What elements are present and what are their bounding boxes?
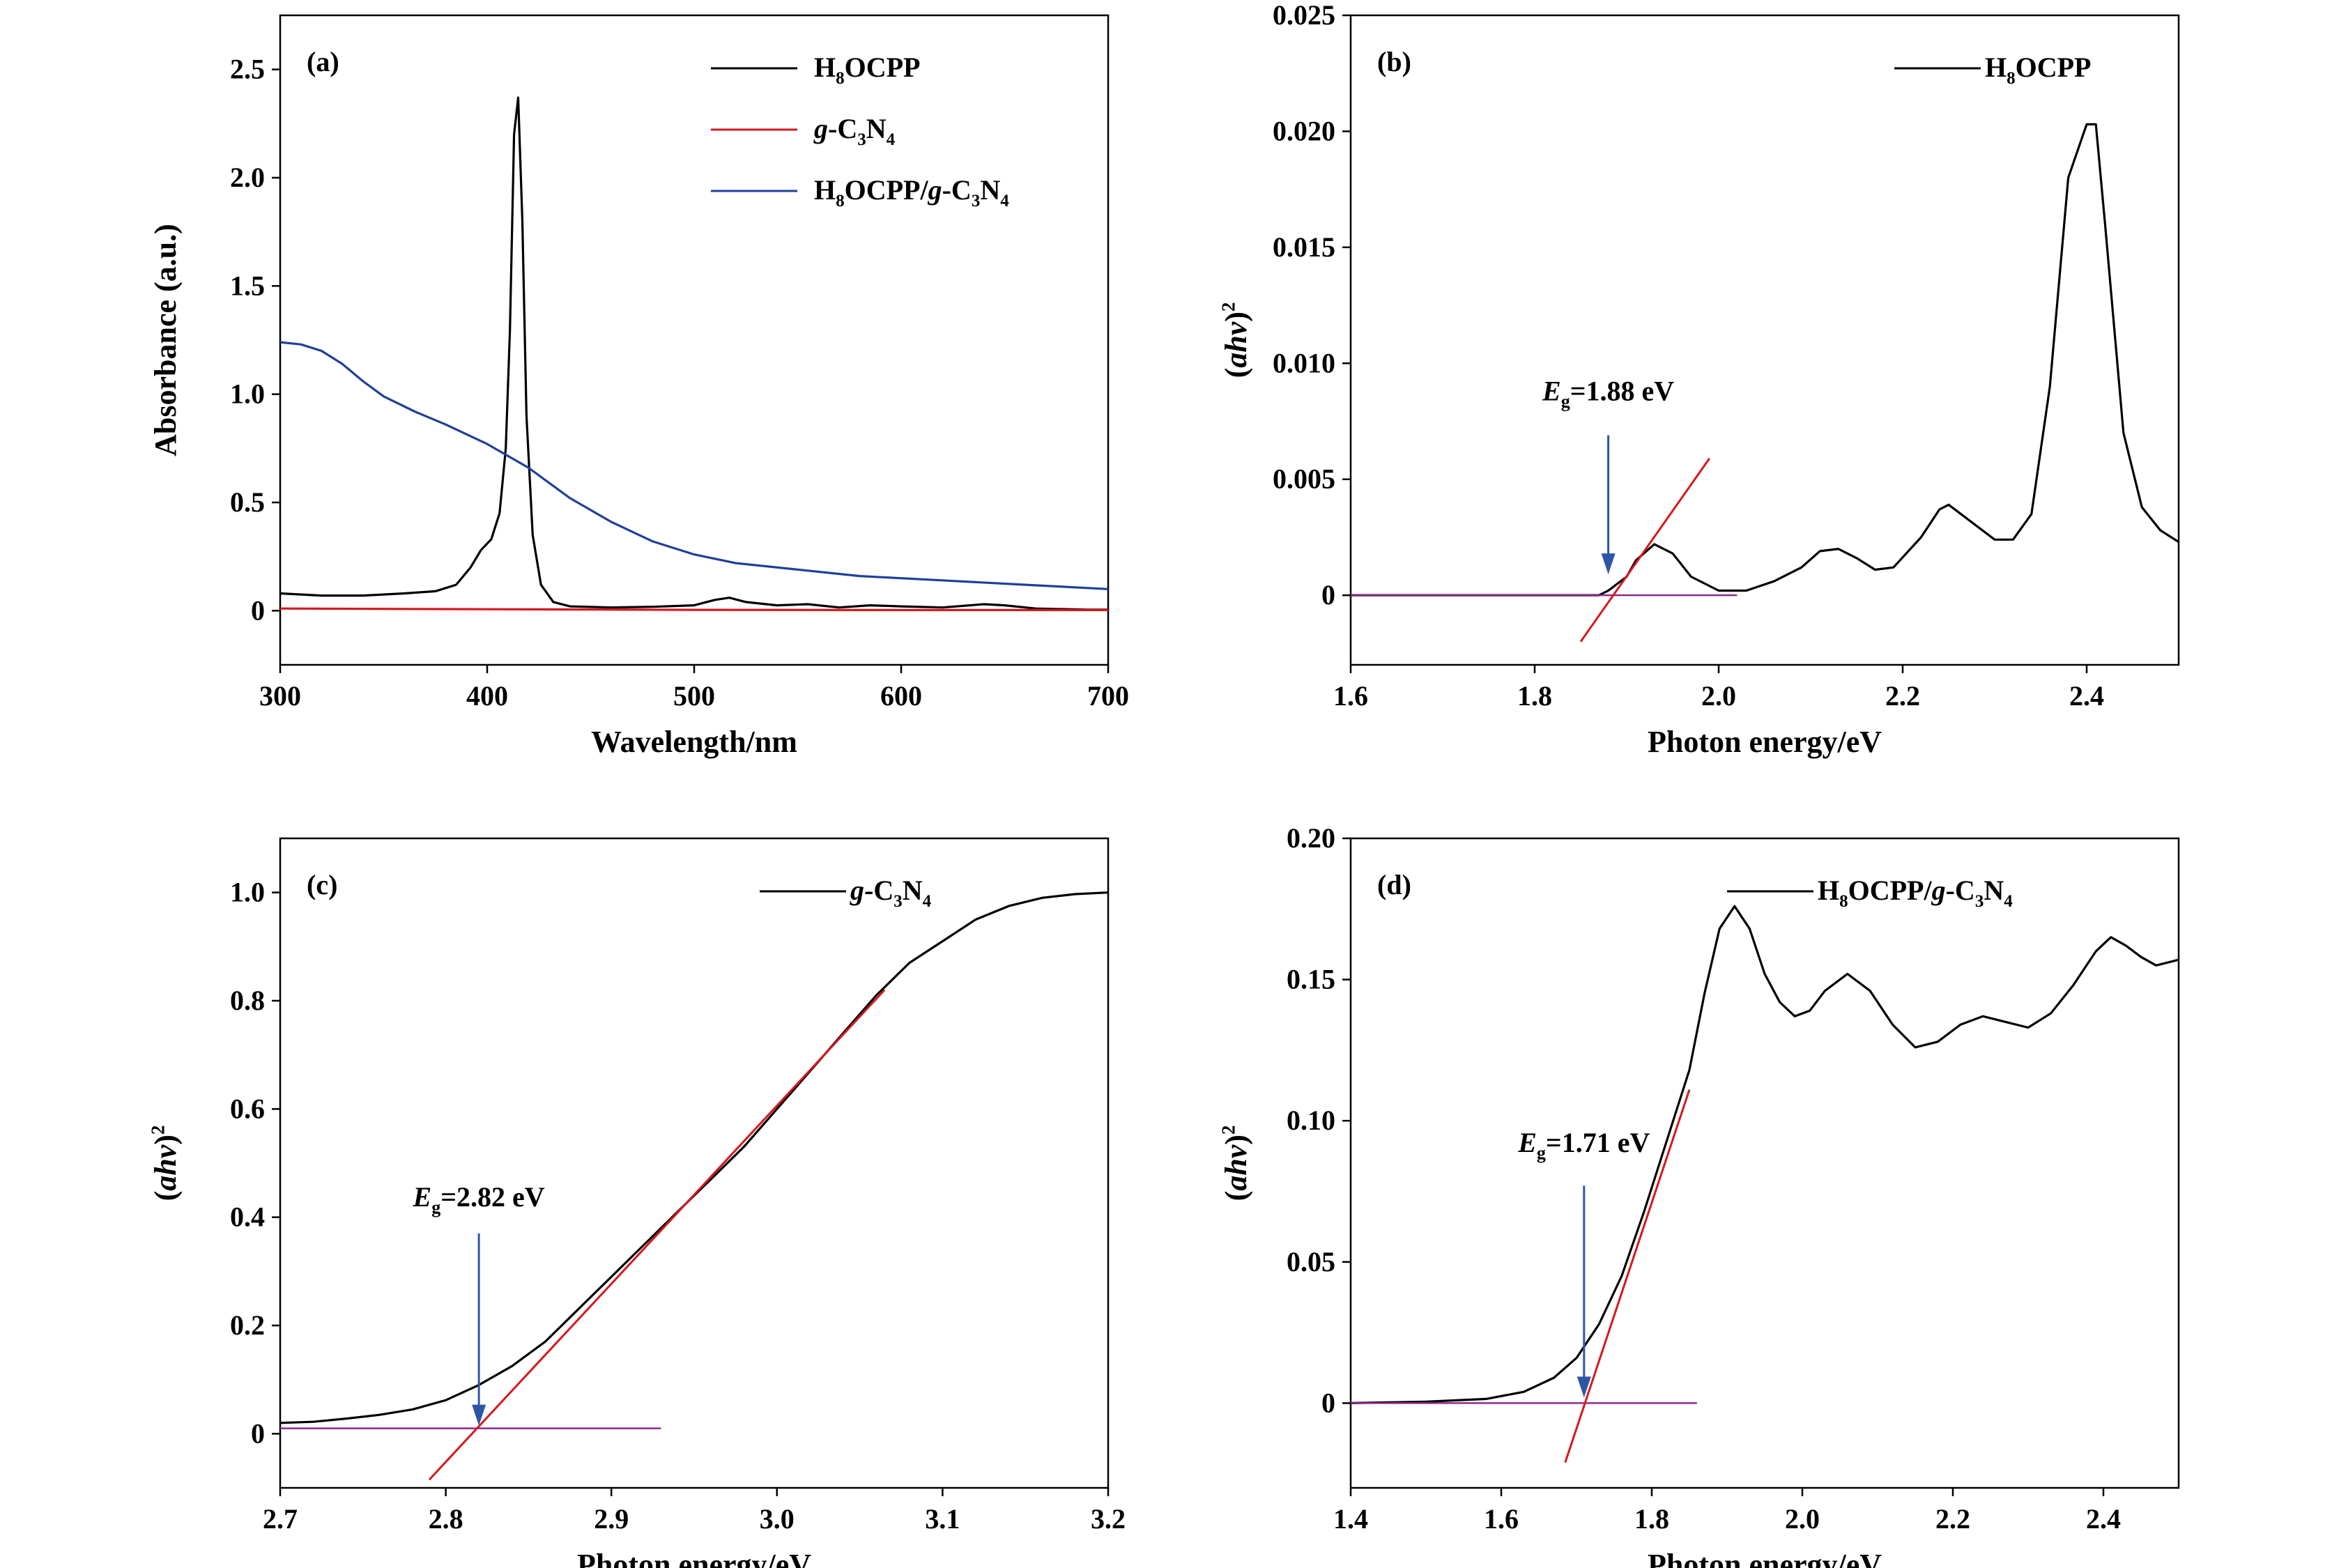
x-tick-label: 1.6 [1484,1503,1519,1535]
eg-annotation: Eg=1.71 eV [1517,1127,1650,1163]
x-tick-label: 2.0 [1701,680,1736,712]
y-tick-label: 0.6 [230,1093,265,1124]
series-line-0 [280,891,1108,1424]
series-line-0 [1351,905,2179,1404]
x-tick-label: 1.8 [1517,680,1552,712]
y-axis-label: (ahv)2 [1218,1125,1253,1201]
y-tick-label: 0.2 [230,1309,265,1341]
x-axis-label: Photon energy/eV [577,1548,811,1568]
y-axis-label: Absorbance (a.u.) [148,224,183,456]
y-tick-label: 0.20 [1287,822,1335,854]
y-tick-label: 0.025 [1273,0,1335,31]
y-tick-label: 0.015 [1273,231,1335,263]
x-tick-label: 2.4 [2086,1503,2121,1535]
x-tick-label: 3.2 [1091,1503,1126,1535]
panel-label: (a) [307,46,339,77]
x-tick-label: 1.8 [1634,1503,1669,1535]
x-tick-label: 2.0 [1785,1503,1820,1535]
y-tick-label: 1.5 [230,270,265,301]
panel-a: 300 400 500 600 700 0 0.5 1.0 1.5 2.0 2.5 Wavelengt… [148,14,1129,759]
plot-frame [279,14,1110,666]
panel-d: 1.4 1.6 1.8 2.0 2.2 2.4 0 0.05 0.10 0.15 0.20 Photo… [1218,822,2180,1568]
y-tick-label: 0.010 [1273,347,1335,378]
tangent-line [428,989,886,1481]
y-tick-label: 0 [1321,579,1335,610]
y-tick-label: 0.020 [1273,115,1335,146]
x-tick-label: 3.0 [760,1503,795,1535]
eg-annotation: Eg=2.82 eV [413,1181,545,1217]
y-tick-label: 0 [1321,1387,1335,1418]
x-tick-label: 2.9 [594,1503,629,1535]
x-tick-label: 1.4 [1333,1503,1368,1535]
arrow-head [1577,1376,1591,1398]
legend-entry: H8OCPP/g-C3N4 [1818,875,2013,911]
y-tick-label: 2.0 [230,162,265,193]
legend-entry: g-C3N4 [850,875,932,911]
legend-entry: H8OCPP [814,52,921,88]
plot-frame [1349,14,2180,666]
tangent-line [1579,457,1711,643]
series-line-2 [280,341,1108,590]
y-tick-label: 0.5 [230,486,265,518]
arrow-head [1601,553,1616,575]
eg-annotation: Eg=1.88 eV [1542,376,1674,412]
legend-entry: H8OCPP/g-C3N4 [814,174,1009,210]
series-line-0 [1351,123,2179,597]
y-tick-label: 0.005 [1273,463,1335,495]
panel-c: 2.7 2.8 2.9 3.0 3.1 3.2 0 0.2 0.4 0.6 0.8 1.0 Photon… [147,837,1126,1568]
x-tick-label: 2.4 [2069,680,2104,712]
arrow-head [472,1404,486,1426]
panel-label: (d) [1377,869,1411,900]
x-axis-label: Photon energy/eV [1648,725,1882,759]
panel-label: (c) [307,869,337,900]
plot-frame [1349,837,2180,1489]
x-axis-label: Photon energy/eV [1648,1548,1882,1568]
tangent-line [1564,1089,1691,1463]
x-tick-label: 500 [673,680,715,712]
y-tick-label: 1.0 [230,877,265,908]
y-axis-label: (ahv)2 [1218,302,1253,378]
y-tick-label: 0.05 [1287,1246,1335,1277]
x-tick-label: 700 [1087,680,1129,712]
legend-entry: H8OCPP [1985,52,2092,88]
y-tick-label: 0.10 [1287,1105,1335,1136]
legend-entry: g-C3N4 [813,113,896,149]
x-axis-label: Wavelength/nm [591,725,797,759]
plot-frame [279,837,1110,1489]
y-tick-label: 0.8 [230,985,265,1016]
x-tick-label: 2.7 [263,1503,298,1535]
panel-label: (b) [1377,46,1411,77]
y-tick-label: 0.15 [1287,964,1335,995]
x-tick-label: 600 [880,680,922,712]
y-tick-label: 1.0 [230,378,265,410]
series-line-1 [280,607,1108,611]
x-tick-label: 2.2 [1935,1503,1970,1535]
x-tick-label: 300 [259,680,301,712]
series-line-0 [280,96,1108,611]
y-tick-label: 0.4 [230,1201,265,1233]
y-tick-label: 0 [251,1417,265,1449]
y-tick-label: 2.5 [230,54,265,85]
x-tick-label: 400 [466,680,508,712]
x-tick-label: 1.6 [1333,680,1368,712]
panel-b: 1.6 1.8 2.0 2.2 2.4 0 0.005 0.010 0.015 0.020 0.02… [1218,0,2180,759]
y-tick-label: 0 [251,594,265,626]
x-tick-label: 2.2 [1885,680,1920,712]
x-tick-label: 3.1 [925,1503,960,1535]
x-tick-label: 2.8 [429,1503,463,1535]
y-axis-label: (ahv)2 [147,1125,183,1201]
